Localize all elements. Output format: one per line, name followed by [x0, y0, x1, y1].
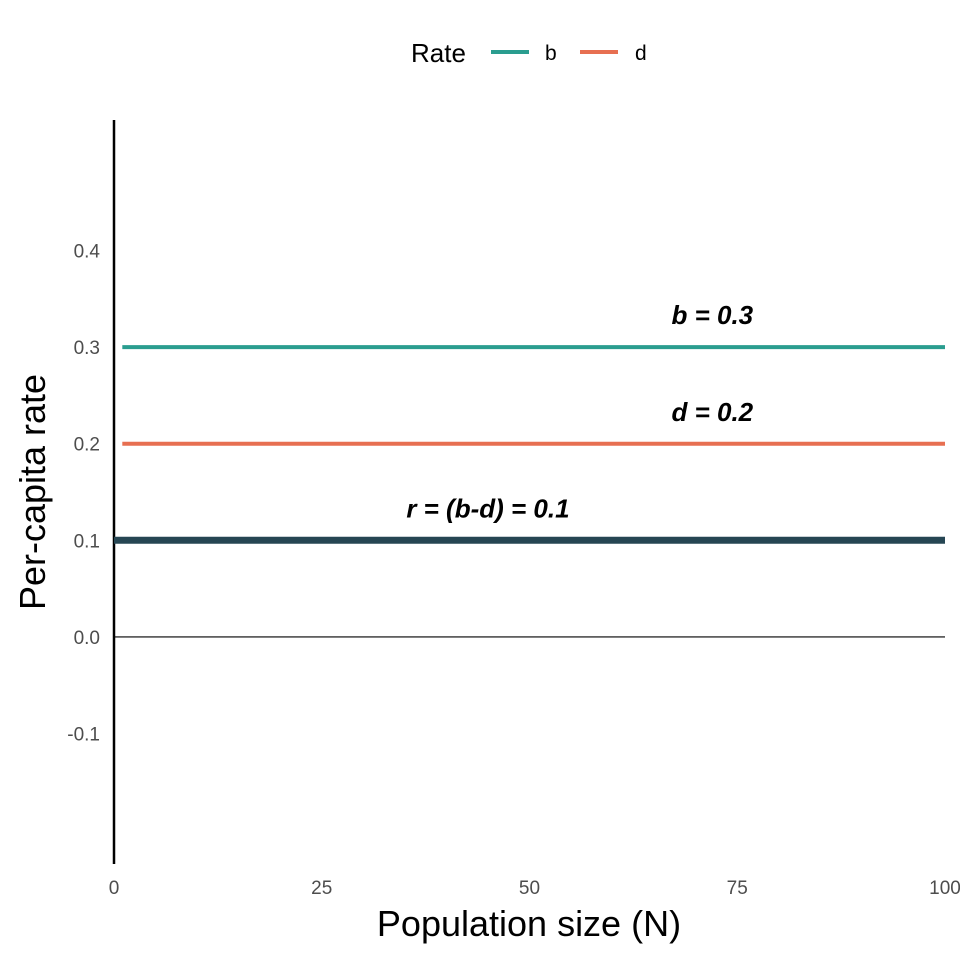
y-tick-label: 0.0	[74, 628, 100, 649]
y-tick-label: 0.4	[74, 241, 101, 262]
x-tick-label: 25	[311, 878, 332, 899]
legend-title: Rate	[411, 38, 466, 68]
y-tick-label: 0.2	[74, 435, 100, 456]
legend-label-d: d	[635, 42, 647, 65]
y-tick-label: 0.1	[74, 531, 100, 552]
plot-area: -0.1 0.0 0.1 0.2 0.3 0.4 0 25 50 75 100 b = 0.3 d = …	[67, 120, 960, 899]
x-axis-title: Population size (N)	[377, 903, 681, 944]
x-tick-label: 0	[109, 878, 120, 899]
annotation-label: d = 0.2	[671, 397, 753, 427]
x-tick-label: 50	[519, 878, 540, 899]
y-axis-title: Per-capita rate	[12, 374, 53, 610]
x-tick-label: 100	[929, 878, 960, 899]
annotation-label: b = 0.3	[671, 300, 753, 330]
x-tick-label: 75	[727, 878, 748, 899]
legend-label-b: b	[545, 42, 557, 65]
annotation-label: r = (b-d) = 0.1	[406, 493, 569, 523]
y-tick-label: -0.1	[67, 725, 100, 746]
legend: Rate b d	[411, 38, 647, 68]
y-tick-label: 0.3	[74, 338, 100, 359]
